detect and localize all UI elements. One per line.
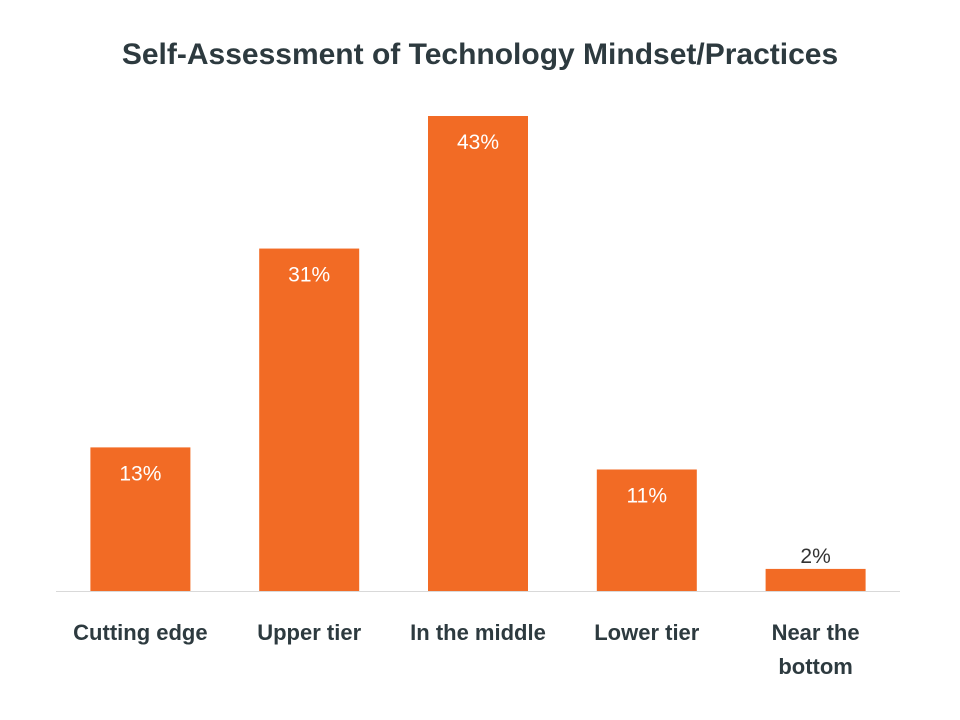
x-tick-label-line: Lower tier [594,620,700,645]
chart-title: Self-Assessment of Technology Mindset/Pr… [121,38,839,71]
x-tick-label: Upper tier [257,620,361,645]
x-tick-label-line: Upper tier [257,620,361,645]
data-label: 43% [457,131,499,154]
bar [90,447,191,591]
x-tick-label-line: In the middle [410,620,546,645]
x-tick-label-line: Cutting edge [73,620,207,645]
data-label: 2% [800,545,830,568]
x-tick-label-line: bottom [778,654,853,679]
x-tick-label: Near the bottom [772,620,860,679]
bar [596,469,697,591]
x-tick-label: Lower tier [594,620,700,645]
data-label: 13% [119,462,161,485]
data-label: 31% [288,264,330,287]
bar [765,568,866,591]
x-tick-label: Cutting edge [73,620,207,645]
bar [259,248,360,591]
x-tick-label: In the middle [410,620,546,645]
x-tick-label-line: Near the [772,620,860,645]
bar [428,116,528,591]
data-label: 11% [627,484,667,507]
